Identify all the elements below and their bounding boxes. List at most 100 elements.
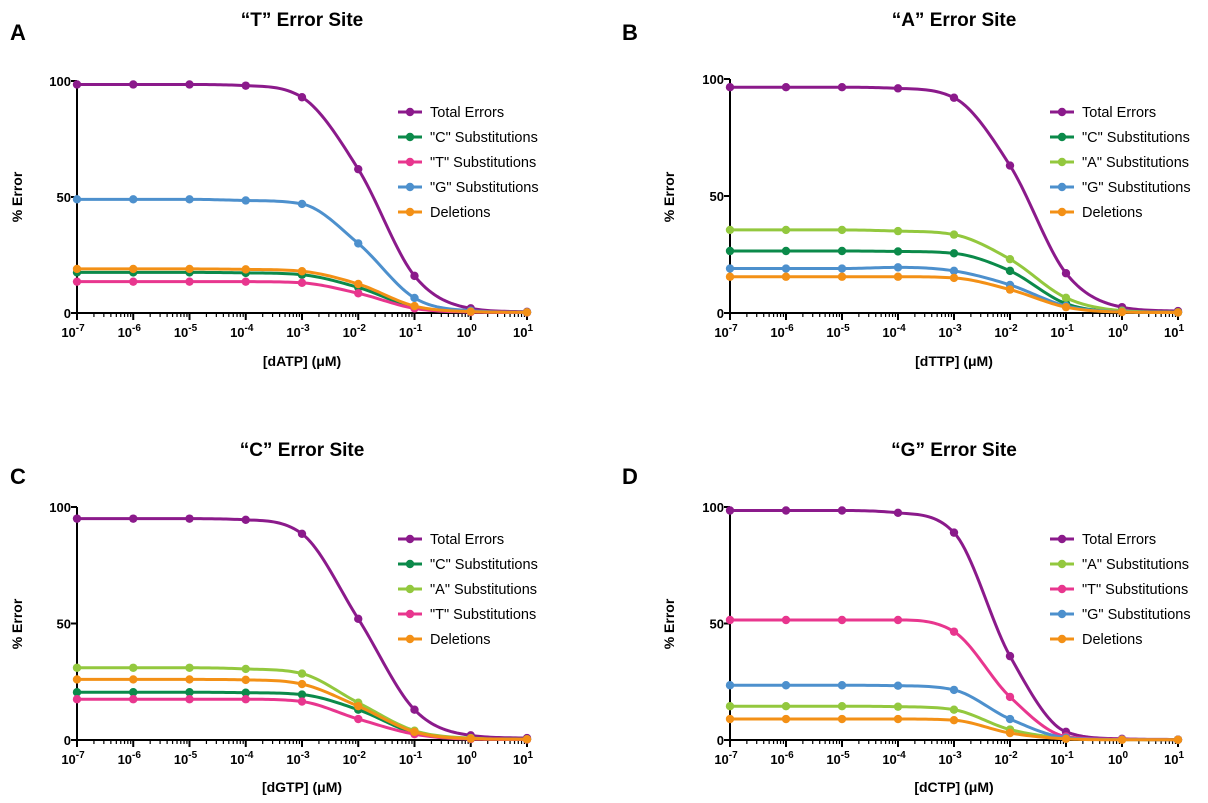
x-tick-label: 10-7 bbox=[61, 750, 85, 767]
data-point-c-substitutions bbox=[893, 247, 903, 256]
data-point-total-errors bbox=[949, 93, 959, 102]
panel-letter: D bbox=[622, 464, 638, 489]
y-axis-label: % Error bbox=[9, 171, 25, 222]
x-tick-label: 10-4 bbox=[882, 750, 906, 767]
data-point-c-substitutions bbox=[72, 688, 82, 697]
data-point-deletions bbox=[466, 734, 475, 743]
legend-marker-t-substitutions bbox=[1057, 584, 1067, 594]
data-point-t-substitutions bbox=[1005, 692, 1015, 702]
data-point-g-substitutions bbox=[837, 264, 847, 273]
legend-marker-total-errors bbox=[405, 107, 415, 117]
x-tick-label: 10-3 bbox=[286, 750, 310, 767]
data-point-total-errors bbox=[837, 82, 847, 92]
data-point-deletions bbox=[241, 265, 250, 274]
data-point-a-substitutions bbox=[129, 663, 138, 672]
x-tick-label: 100 bbox=[1108, 750, 1128, 767]
data-point-deletions bbox=[781, 714, 791, 724]
data-point-deletions bbox=[129, 675, 138, 684]
data-point-total-errors bbox=[185, 514, 194, 523]
x-tick-label: 10-4 bbox=[230, 750, 254, 767]
legend-label-a-substitutions: "A" Substitutions bbox=[1082, 557, 1189, 573]
x-tick-label: 10-6 bbox=[118, 323, 142, 340]
legend-label-c-substitutions: "C" Substitutions bbox=[430, 130, 538, 146]
x-tick-label: 100 bbox=[457, 323, 477, 340]
x-tick-label: 10-5 bbox=[826, 750, 850, 767]
legend-marker-t-substitutions bbox=[405, 609, 415, 619]
x-tick-label: 101 bbox=[513, 750, 533, 767]
data-point-g-substitutions bbox=[185, 195, 194, 204]
y-tick-label: 100 bbox=[702, 500, 724, 515]
chart-title: “C” Error Site bbox=[240, 440, 365, 461]
legend-marker-t-substitutions bbox=[405, 157, 415, 167]
y-axis-label: % Error bbox=[9, 598, 25, 649]
data-point-total-errors bbox=[297, 93, 307, 102]
y-tick-label: 0 bbox=[717, 306, 724, 321]
data-point-deletions bbox=[837, 272, 847, 281]
x-tick-label: 101 bbox=[1164, 750, 1184, 767]
x-tick-label: 10-3 bbox=[286, 323, 310, 340]
data-point-a-substitutions bbox=[837, 225, 847, 235]
legend-label-deletions: Deletions bbox=[430, 205, 490, 221]
data-point-a-substitutions bbox=[949, 705, 959, 714]
data-point-deletions bbox=[949, 273, 959, 283]
data-point-c-substitutions bbox=[297, 690, 307, 699]
data-point-total-errors bbox=[354, 614, 363, 624]
legend-marker-g-substitutions bbox=[1057, 609, 1067, 619]
x-tick-label: 10-4 bbox=[882, 323, 906, 340]
data-point-total-errors bbox=[725, 82, 735, 92]
data-point-t-substitutions bbox=[354, 289, 363, 298]
data-point-t-substitutions bbox=[129, 695, 138, 704]
data-point-deletions bbox=[1117, 307, 1127, 317]
data-point-deletions bbox=[241, 675, 250, 685]
y-tick-label: 50 bbox=[57, 190, 71, 205]
legend-label-c-substitutions: "C" Substitutions bbox=[1082, 130, 1190, 146]
data-point-deletions bbox=[297, 267, 307, 276]
data-point-g-substitutions bbox=[949, 685, 959, 695]
chart-title: “T” Error Site bbox=[241, 10, 363, 31]
data-point-g-substitutions bbox=[1005, 714, 1015, 724]
data-point-deletions bbox=[466, 307, 475, 316]
x-tick-label: 10-5 bbox=[174, 323, 198, 340]
data-point-g-substitutions bbox=[241, 196, 250, 205]
legend-label-total-errors: Total Errors bbox=[430, 532, 504, 548]
data-point-g-substitutions bbox=[893, 263, 903, 272]
data-point-g-substitutions bbox=[72, 195, 82, 204]
data-point-deletions bbox=[1005, 728, 1015, 738]
data-point-g-substitutions bbox=[129, 195, 138, 204]
y-tick-label: 100 bbox=[49, 74, 71, 89]
data-point-g-substitutions bbox=[781, 264, 791, 273]
data-point-t-substitutions bbox=[129, 277, 138, 286]
legend-marker-g-substitutions bbox=[405, 182, 415, 192]
data-point-c-substitutions bbox=[949, 249, 959, 258]
data-point-g-substitutions bbox=[297, 199, 307, 209]
x-tick-label: 10-4 bbox=[230, 323, 254, 340]
data-point-deletions bbox=[1061, 302, 1071, 312]
x-tick-label: 10-5 bbox=[826, 323, 850, 340]
data-point-t-substitutions bbox=[241, 695, 250, 704]
legend-marker-g-substitutions bbox=[1057, 182, 1067, 192]
x-tick-label: 10-7 bbox=[61, 323, 85, 340]
data-point-total-errors bbox=[241, 515, 250, 525]
data-point-c-substitutions bbox=[781, 246, 791, 256]
data-point-deletions bbox=[185, 675, 194, 684]
x-tick-label: 101 bbox=[513, 323, 533, 340]
data-point-t-substitutions bbox=[297, 697, 307, 706]
data-point-t-substitutions bbox=[949, 627, 959, 636]
data-point-t-substitutions bbox=[725, 615, 735, 625]
data-point-a-substitutions bbox=[949, 230, 959, 239]
data-point-t-substitutions bbox=[297, 278, 307, 288]
x-axis-label: [dTTP] (μM) bbox=[915, 353, 993, 369]
data-point-deletions bbox=[354, 702, 363, 711]
legend-label-g-substitutions: "G" Substitutions bbox=[430, 180, 539, 196]
legend-label-a-substitutions: "A" Substitutions bbox=[430, 582, 537, 598]
legend-marker-a-substitutions bbox=[1057, 157, 1067, 167]
panel-b-chart: “A” Error Site B 0 50 100 10-7 10-6 10-5 10-4 10-… bbox=[622, 10, 1191, 369]
x-axis-label: [dCTP] (μM) bbox=[914, 779, 993, 795]
data-point-t-substitutions bbox=[241, 277, 250, 286]
y-tick-label: 50 bbox=[710, 617, 724, 632]
data-point-deletions bbox=[725, 714, 735, 724]
data-point-deletions bbox=[1061, 734, 1071, 744]
y-tick-label: 0 bbox=[64, 733, 71, 748]
data-point-c-substitutions bbox=[1005, 266, 1015, 276]
